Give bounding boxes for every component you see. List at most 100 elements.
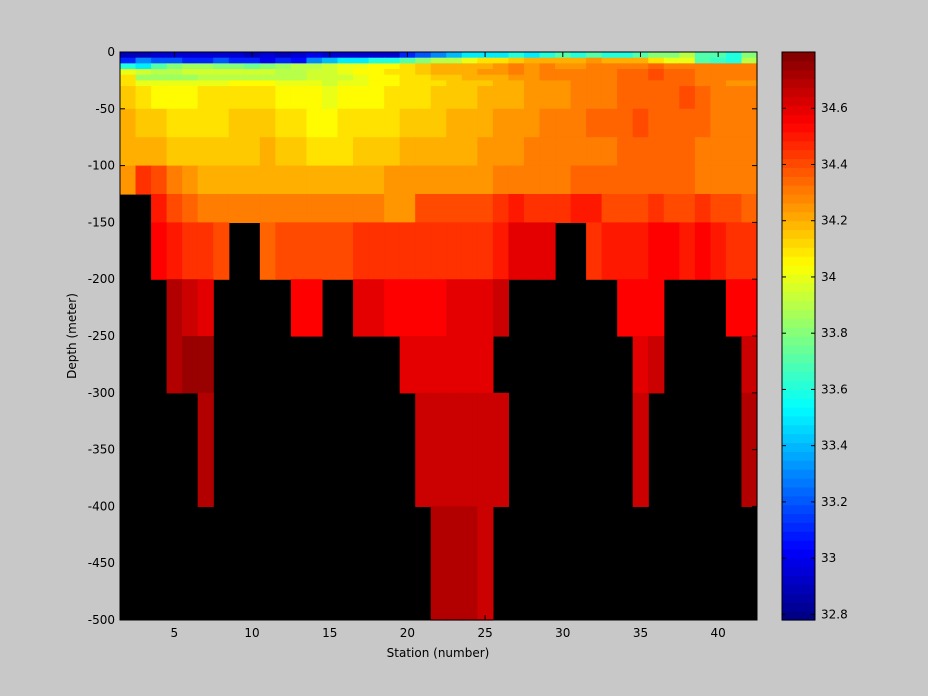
- heatmap-cell: [710, 57, 727, 64]
- heatmap-cell: [570, 86, 587, 110]
- colorbar-tick-label: 34.6: [821, 101, 848, 115]
- heatmap-cell: [166, 336, 183, 394]
- heatmap-cell: [663, 74, 680, 81]
- heatmap-cell: [135, 74, 152, 81]
- heatmap-cell: [508, 57, 525, 64]
- heatmap-cell: [321, 165, 339, 195]
- colorbar-tick-label: 33.8: [821, 326, 848, 340]
- heatmap-cell: [694, 74, 711, 81]
- heatmap-cell: [166, 74, 183, 81]
- heatmap-cell: [508, 86, 525, 110]
- heatmap-cell: [539, 165, 556, 195]
- heatmap-cell: [259, 52, 276, 59]
- heatmap-cell: [135, 137, 152, 167]
- heatmap-cell: [446, 279, 463, 337]
- colorbar-tick-label: 33.2: [821, 495, 848, 509]
- heatmap-cell: [741, 194, 758, 223]
- heatmap-cell: [570, 108, 587, 138]
- colorbar-tick-label: 34.2: [821, 214, 848, 228]
- heatmap-cell: [694, 63, 711, 70]
- heatmap-cell: [306, 80, 323, 87]
- heatmap-cell: [306, 108, 323, 138]
- heatmap-cell: [368, 86, 385, 110]
- colorbar-band: [782, 78, 815, 89]
- heatmap-cell: [197, 336, 214, 394]
- heatmap-cell: [570, 57, 587, 64]
- heatmap-cell: [570, 165, 587, 195]
- heatmap-cell: [694, 57, 711, 64]
- heatmap-cell: [477, 108, 494, 138]
- heatmap-cell: [446, 57, 463, 64]
- heatmap-cell: [321, 137, 339, 167]
- heatmap-cell: [430, 80, 447, 87]
- heatmap-cell: [135, 108, 152, 138]
- heatmap-cell: [492, 57, 510, 64]
- heatmap-cell: [523, 74, 541, 81]
- heatmap-cell: [353, 57, 370, 64]
- heatmap-cell: [120, 57, 137, 64]
- heatmap-cell: [275, 74, 292, 81]
- heatmap-cell: [259, 194, 276, 223]
- heatmap-cell: [290, 165, 308, 195]
- heatmap-cell: [617, 69, 634, 76]
- heatmap-cell: [337, 80, 354, 87]
- heatmap-cell: [166, 86, 183, 110]
- heatmap-cell: [586, 86, 603, 110]
- heatmap-cell: [648, 108, 665, 138]
- heatmap-cell: [586, 74, 603, 81]
- colorbar-band: [782, 105, 815, 115]
- heatmap-cell: [725, 86, 743, 110]
- heatmap-cell: [601, 222, 618, 280]
- heatmap-cell: [523, 86, 541, 110]
- heatmap-cell: [151, 80, 168, 87]
- heatmap-cell: [244, 165, 261, 195]
- heatmap-cell: [384, 137, 401, 167]
- heatmap-cell: [384, 222, 401, 280]
- heatmap-cell: [384, 165, 401, 195]
- heatmap-cell: [632, 69, 649, 76]
- heatmap-cell: [710, 137, 727, 167]
- colorbar-tick-label: 34: [821, 270, 836, 284]
- heatmap-cell: [586, 52, 603, 59]
- heatmap-cell: [151, 69, 168, 76]
- heatmap-cell: [679, 63, 696, 70]
- heatmap-cell: [368, 80, 385, 87]
- colorbar-band: [782, 185, 815, 195]
- heatmap-cell: [228, 63, 245, 70]
- x-tick-label: 20: [400, 626, 415, 640]
- heatmap-cell: [741, 137, 758, 167]
- heatmap-cell: [679, 69, 696, 76]
- heatmap-cell: [151, 74, 168, 81]
- heatmap-cell: [632, 86, 649, 110]
- heatmap-cell: [244, 137, 261, 167]
- heatmap-cell: [337, 69, 354, 76]
- heatmap-cell: [228, 137, 245, 167]
- colorbar-ticks: 32.8 33 33.2 33.4 33.6 33.8 34 34.2 34.4 34.6: [782, 101, 848, 621]
- heatmap-cell: [306, 165, 323, 195]
- colorbar-band: [782, 211, 815, 222]
- heatmap-cell: [197, 69, 214, 76]
- heatmap-cell: [523, 137, 541, 167]
- heatmap-cell: [399, 222, 416, 280]
- colorbar-band: [782, 522, 815, 532]
- heatmap-cell: [430, 506, 447, 621]
- colorbar-band: [782, 593, 815, 603]
- heatmap-cell: [368, 69, 385, 76]
- heatmap-cell: [461, 137, 478, 167]
- heatmap-cell: [679, 74, 696, 81]
- heatmap-cell: [275, 57, 292, 64]
- heatmap-cell: [166, 137, 183, 167]
- heatmap-cell: [399, 194, 416, 223]
- heatmap-cell: [135, 57, 152, 64]
- colorbar-band: [782, 407, 815, 417]
- heatmap-cell: [120, 52, 137, 59]
- y-axis-label: Depth (meter): [65, 293, 79, 379]
- heatmap-cell: [399, 279, 416, 337]
- x-tick-label: 10: [244, 626, 259, 640]
- heatmap-cell: [337, 137, 354, 167]
- heatmap-cell: [244, 57, 261, 64]
- heatmap-cell: [197, 392, 214, 507]
- colorbar-band: [782, 131, 815, 142]
- heatmap-cell: [741, 165, 758, 195]
